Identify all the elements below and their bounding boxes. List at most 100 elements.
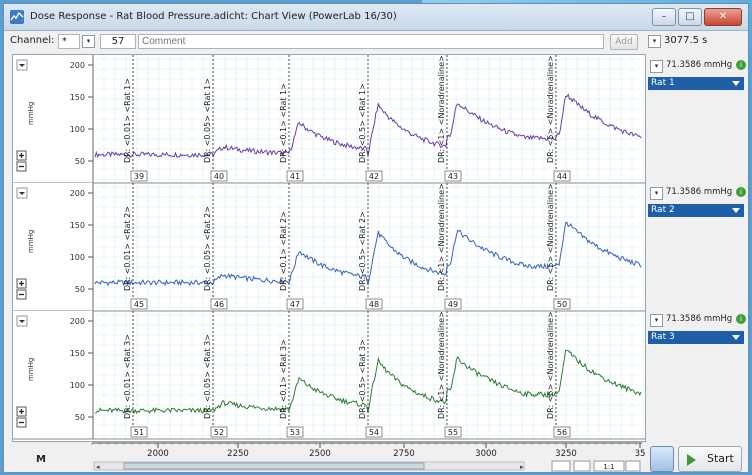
y-tick-label: 200 <box>70 61 85 70</box>
channel-3-menu-icon[interactable]: ▾ <box>650 314 663 327</box>
channel-1-name-dropdown[interactable]: Rat 1 <box>648 77 744 90</box>
start-label: Start <box>707 452 734 465</box>
comment-number-box <box>444 426 462 438</box>
x-tick-label: 3250 <box>555 449 577 459</box>
start-button[interactable]: Start <box>678 446 742 472</box>
scroll-right-icon[interactable]: ▸ <box>520 463 524 471</box>
comment-number: 51 <box>134 428 144 437</box>
channel-2-unit-label: mmHg <box>27 230 35 253</box>
y-tick-label: 100 <box>70 253 85 262</box>
comment-label: DR: <1> <Noradrenaline> <box>437 55 446 163</box>
x-tick-label: 2500 <box>309 449 331 459</box>
channel-1-menu-icon[interactable]: ▾ <box>650 60 663 73</box>
zoom-mountain-button[interactable] <box>573 460 591 472</box>
channel-3-name-dropdown[interactable]: Rat 3 <box>648 331 744 344</box>
chevron-down-icon[interactable]: ▾ <box>82 35 95 48</box>
comment-label: DR: <0.01> <Rat 2> <box>123 206 132 291</box>
time-axis-bar: M 2000 2250 2500 2750 3000 3250 35 ◂ ▸ 1:1 <box>12 442 646 472</box>
computer-icon[interactable] <box>650 446 674 472</box>
comment-number: 44 <box>557 172 567 181</box>
comment-label: DR: <0.1> <Rat 3> <box>279 339 288 419</box>
channel-2-name-dropdown[interactable]: Rat 2 <box>648 204 744 217</box>
comment-number: 50 <box>557 300 567 309</box>
comment-toolbar: Channel: * ▾ 57 Add ▾ 3077.5 s <box>4 31 748 53</box>
zoom-up-button[interactable] <box>625 460 641 472</box>
y-tick-label: 200 <box>70 189 85 198</box>
comment-label: DR: <5> <Noradrenaline> <box>546 183 555 291</box>
comment-number-box <box>130 170 148 182</box>
zoom-fit-button[interactable] <box>551 460 571 472</box>
chevron-down-icon <box>19 320 25 323</box>
comment-number: 39 <box>134 172 144 181</box>
comment-number-box <box>210 426 228 438</box>
channel-label: Channel: <box>10 35 55 46</box>
comment-label: DR: <1> <Noradrenaline> <box>437 311 446 419</box>
scroll-left-icon[interactable]: ◂ <box>96 463 100 471</box>
marker-icon[interactable]: M <box>36 454 46 465</box>
comment-label: DR: <5> <Noradrenaline> <box>546 311 555 419</box>
comment-number: 40 <box>214 172 224 181</box>
minimize-button[interactable]: – <box>652 8 676 26</box>
y-tick-label: 150 <box>70 93 85 102</box>
channel-select[interactable]: * <box>58 34 80 49</box>
comment-number-box <box>286 170 304 182</box>
comment-number-box <box>365 298 383 310</box>
add-comment-button[interactable]: Add <box>610 34 638 50</box>
comment-number: 46 <box>214 300 224 309</box>
comment-number: 42 <box>369 172 379 181</box>
channel-1-status-icon: i <box>736 60 746 70</box>
comment-label: DR: <0.5> <Rat 1> <box>358 83 367 163</box>
channel-3-unit-label: mmHg <box>27 358 35 381</box>
chart-view-window: Dose Response - Rat Blood Pressure.adich… <box>3 3 749 473</box>
channel-1-unit-label: mmHg <box>27 102 35 125</box>
x-tick-label: 3000 <box>475 449 497 459</box>
comment-number: 53 <box>290 428 300 437</box>
comment-label: DR: <0.01> <Rat 1> <box>123 78 132 163</box>
channel-3-status-icon: i <box>736 314 746 324</box>
comment-label: DR: <0.1> <Rat 2> <box>279 211 288 291</box>
channel-2-menu-icon[interactable]: ▾ <box>650 187 663 200</box>
y-tick-label: 100 <box>70 381 85 390</box>
zoom-ratio-button[interactable] <box>593 460 625 472</box>
comment-label: DR: <1> <Noradrenaline> <box>437 183 446 291</box>
comment-number-box <box>553 298 571 310</box>
x-tick-label: 2750 <box>393 449 415 459</box>
close-button[interactable]: ✕ <box>704 8 742 26</box>
scrollbar-thumb[interactable] <box>123 462 425 470</box>
title-bar: Dose Response - Rat Blood Pressure.adich… <box>4 4 748 31</box>
plus-glyph <box>19 153 24 158</box>
maximize-button[interactable]: □ <box>678 8 702 26</box>
comment-number-box <box>365 170 383 182</box>
chart-area[interactable]: mmHg 200 150 100 50 DR: <0.01> <Rat 1> 39 DR: <… <box>12 54 646 442</box>
comment-label: DR: <0.05> <Rat 1> <box>203 78 212 163</box>
comment-number: 56 <box>557 428 567 437</box>
x-tick-label: 2000 <box>147 449 169 459</box>
comment-number-field[interactable]: 57 <box>100 34 136 49</box>
comment-number-box <box>210 170 228 182</box>
comment-number-box <box>130 426 148 438</box>
comment-label: DR: <0.1> <Rat 1> <box>279 83 288 163</box>
zoom-ratio-label: 1:1 <box>603 463 614 471</box>
comment-label: DR: <0.5> <Rat 2> <box>358 211 367 291</box>
comment-input[interactable] <box>138 34 604 49</box>
duration-dropdown[interactable]: ▾ <box>648 35 661 48</box>
comment-number-box <box>553 426 571 438</box>
time-axis[interactable]: M 2000 2250 2500 2750 3000 3250 35 ◂ ▸ 1:1 <box>12 442 646 472</box>
plus-glyph <box>19 409 24 414</box>
duration-readout: 3077.5 s <box>664 35 708 46</box>
comment-number-box <box>365 426 383 438</box>
app-icon <box>10 10 24 24</box>
y-tick-label: 100 <box>70 125 85 134</box>
channel-2-value: 71.3586 mmHg <box>666 187 733 197</box>
play-icon <box>687 454 696 466</box>
y-tick-label: 150 <box>70 349 85 358</box>
comment-number: 52 <box>214 428 224 437</box>
chevron-down-icon <box>19 192 25 195</box>
y-tick-label: 50 <box>75 285 85 294</box>
comment-label: DR: <5> <Noradrenaline> <box>546 55 555 163</box>
comment-label: DR: <0.5> <Rat 3> <box>358 339 367 419</box>
channel-side-panel: ▾ 71.3586 mmHg i Rat 1 ▾ 71.3586 mmHg i … <box>646 54 746 442</box>
comment-number-box <box>130 298 148 310</box>
comment-number-box <box>444 170 462 182</box>
chart-canvas[interactable]: mmHg 200 150 100 50 DR: <0.01> <Rat 1>39 DR: <… <box>13 55 645 441</box>
